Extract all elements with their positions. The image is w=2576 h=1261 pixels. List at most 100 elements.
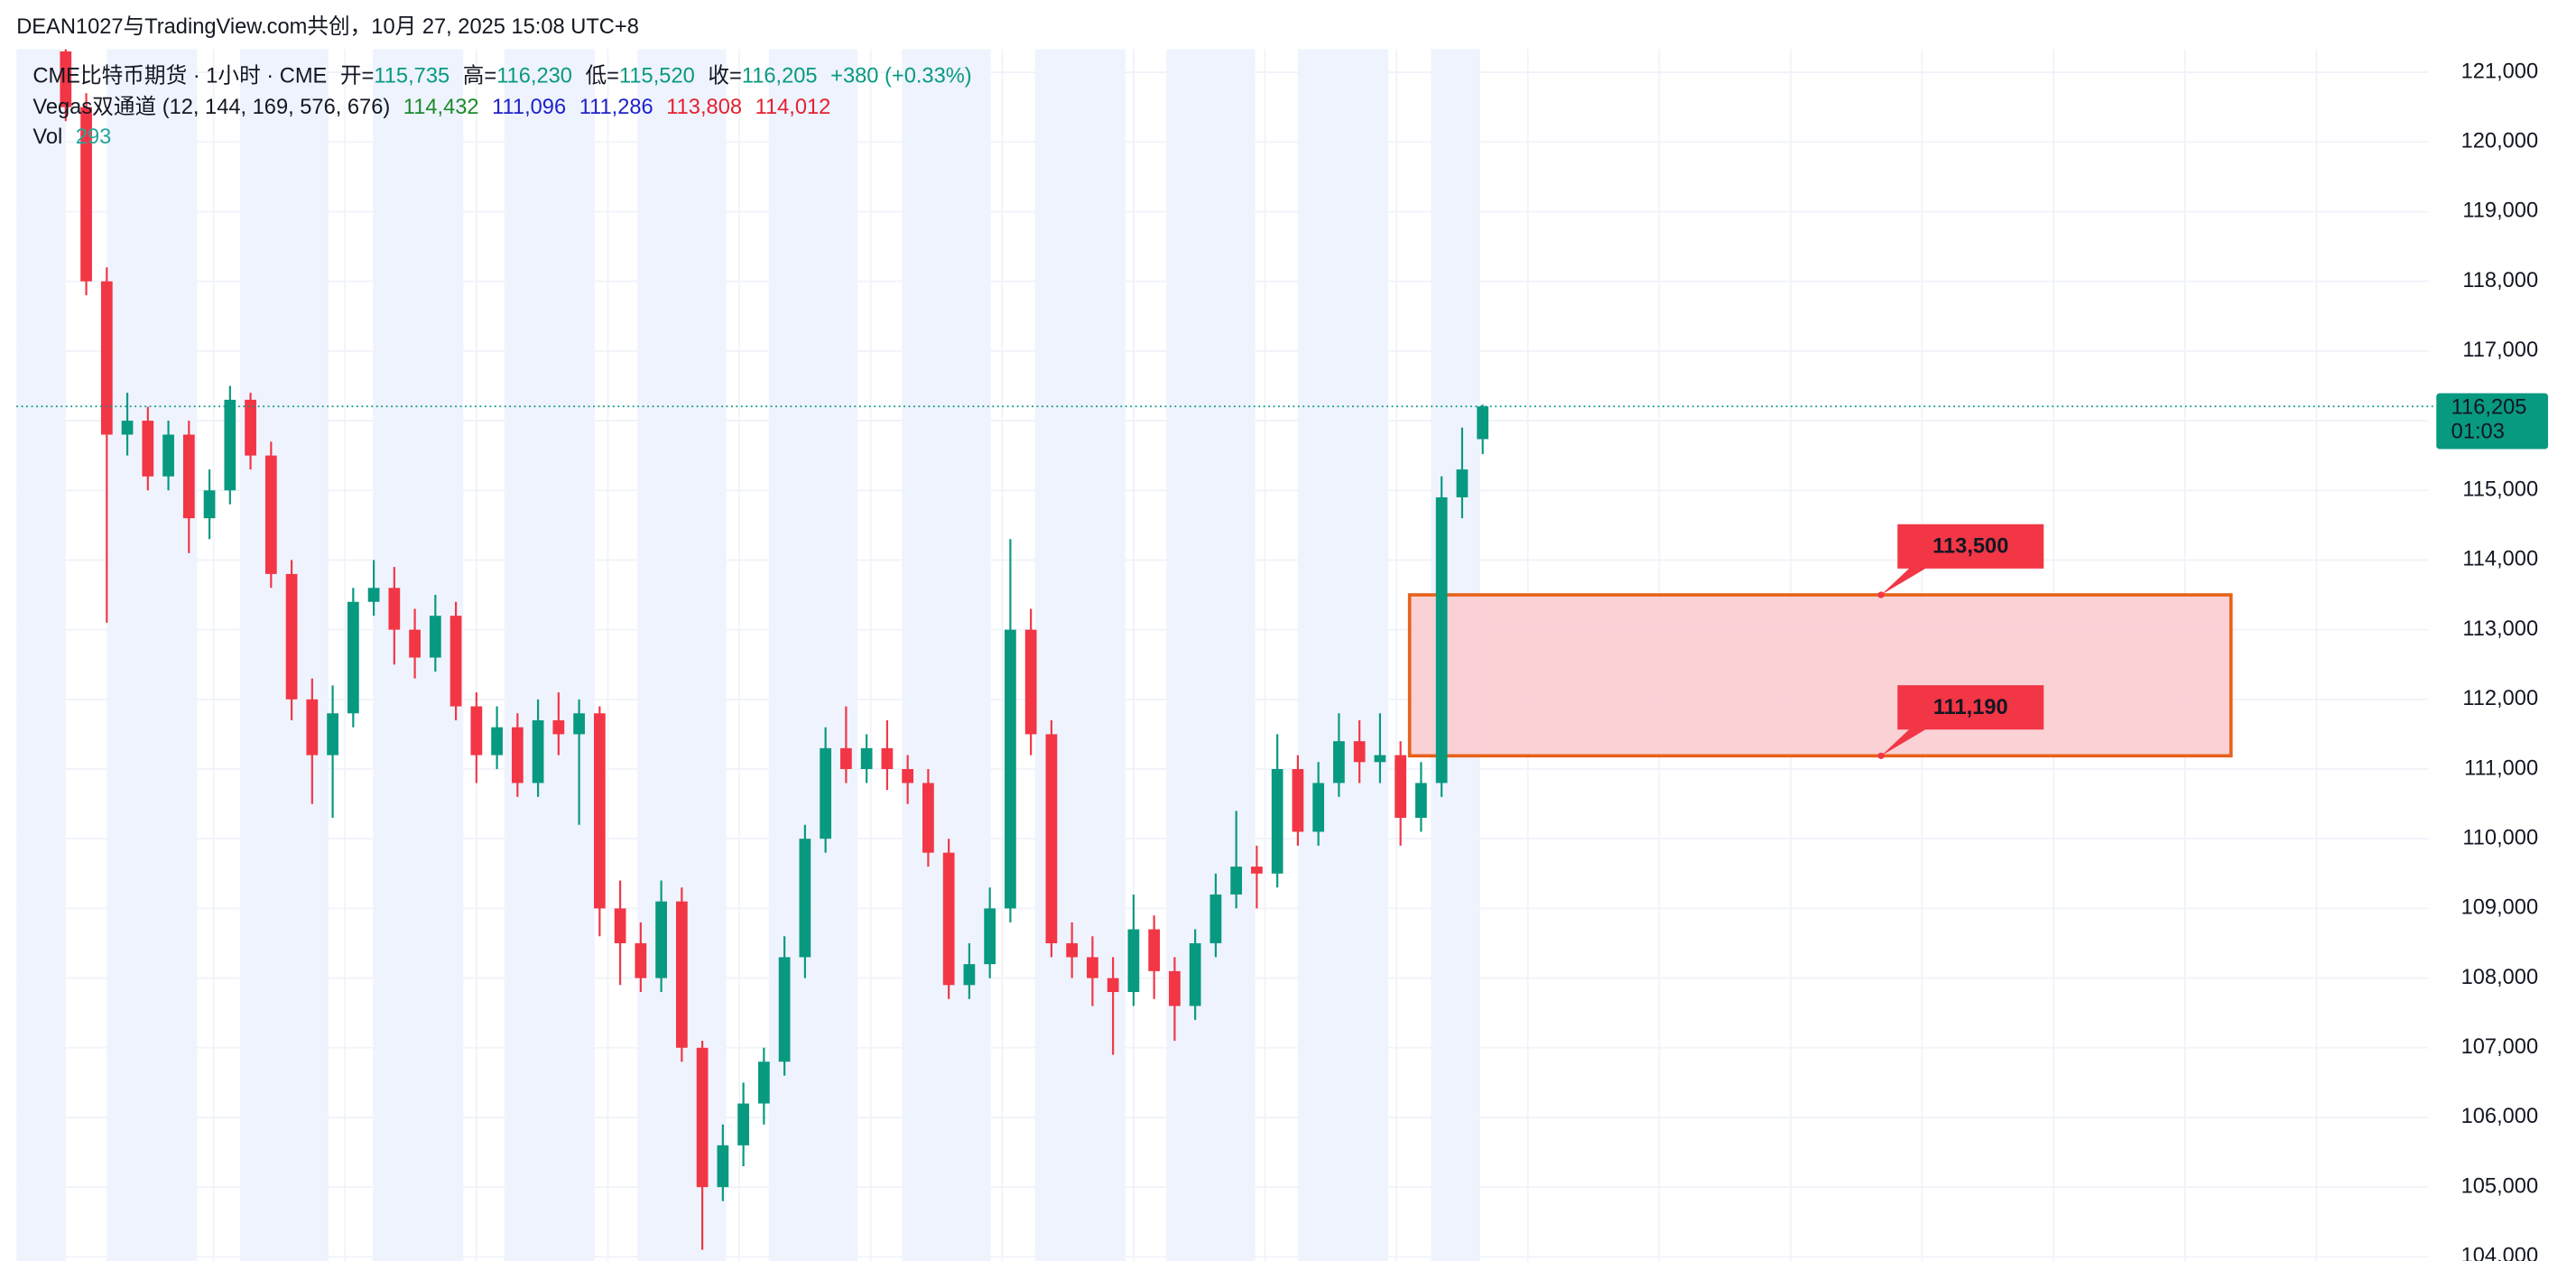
- zone-label: 113,500: [1932, 534, 2008, 558]
- indicator-line: Vol 293: [32, 125, 111, 149]
- field-value: 116,230: [496, 65, 572, 88]
- candle-body: [224, 399, 236, 491]
- candle-body: [80, 107, 92, 282]
- candle-body: [1333, 741, 1345, 783]
- candle-body: [1169, 970, 1181, 1006]
- candle-body: [1127, 929, 1140, 993]
- y-tick-label: 109,000: [2461, 896, 2539, 920]
- candle-body: [1189, 942, 1201, 1006]
- field-value: 116,205: [742, 65, 818, 88]
- candle-body: [449, 616, 462, 707]
- session-band: [768, 49, 858, 1261]
- field-name: 低=: [586, 64, 619, 88]
- y-tick-label: 117,000: [2462, 338, 2538, 362]
- session-band: [1166, 49, 1256, 1261]
- candle-body: [984, 908, 996, 965]
- candle-body: [737, 1103, 749, 1145]
- field-value: 115,735: [374, 65, 449, 88]
- indicator-value: 113,808: [666, 96, 742, 119]
- candle-body: [203, 490, 216, 519]
- indicator-value: 114,432: [403, 96, 479, 119]
- field-name: 高=: [463, 64, 496, 88]
- candle-body: [1087, 957, 1098, 978]
- candle-body: [614, 908, 626, 943]
- y-tick-label: 104,000: [2461, 1245, 2539, 1261]
- y-tick-label: 118,000: [2462, 269, 2538, 292]
- candle-body: [327, 713, 338, 756]
- price-tag-value: 116,205: [2451, 395, 2527, 419]
- candle-body: [1148, 929, 1161, 971]
- field-value: 115,520: [619, 65, 695, 88]
- field-name: 收=: [708, 64, 741, 88]
- candle-body: [470, 706, 483, 756]
- y-tick-label: 113,000: [2462, 617, 2538, 641]
- candle-body: [264, 455, 277, 574]
- candle-body: [347, 601, 359, 714]
- y-tick-label: 108,000: [2461, 966, 2539, 989]
- candle-body: [655, 901, 667, 978]
- candle-body: [1292, 769, 1304, 832]
- price-tag: [2436, 393, 2549, 450]
- candle-body: [942, 852, 955, 986]
- candle-body: [840, 747, 852, 770]
- candle-body: [799, 839, 811, 958]
- y-tick-label: 119,000: [2462, 199, 2538, 223]
- indicator-value: 293: [76, 125, 111, 149]
- y-tick-label: 120,000: [2461, 130, 2539, 153]
- y-tick-label: 121,000: [2461, 60, 2539, 83]
- zone-tag: [1881, 524, 2044, 596]
- y-tick-label: 105,000: [2461, 1174, 2539, 1198]
- session-bands: [16, 49, 1480, 1261]
- candle-body: [820, 747, 831, 839]
- candle-body: [881, 747, 894, 770]
- candle-body: [675, 901, 688, 1048]
- session-band: [16, 49, 66, 1261]
- session-band: [239, 49, 329, 1261]
- candle-body: [1251, 867, 1263, 874]
- grid: [16, 49, 2429, 1261]
- indicator-value: 111,096: [492, 96, 566, 119]
- candle-body: [142, 421, 154, 477]
- session-band: [1034, 49, 1126, 1261]
- candle-body: [491, 727, 503, 756]
- indicator-line: Vegas双通道 (12, 144, 169, 576, 676) 114,432…: [32, 95, 830, 119]
- candle-body: [593, 713, 606, 909]
- legend-line: CME比特币期货 · 1小时 · CME 开=115,735 高=116,230 低=…: [32, 64, 971, 88]
- candle-body: [1312, 783, 1325, 832]
- candle-body: [1209, 894, 1222, 943]
- candle-body: [902, 769, 914, 783]
- candle-body: [1353, 741, 1366, 763]
- candle-body: [922, 783, 934, 853]
- y-tick-label: 110,000: [2462, 826, 2538, 849]
- zone-tag: [1881, 685, 2044, 756]
- candle-body: [162, 434, 174, 477]
- candle-body: [60, 51, 72, 107]
- candle-body: [429, 616, 441, 658]
- y-tick-label: 107,000: [2461, 1035, 2539, 1059]
- candle-body: [778, 957, 791, 1062]
- candle-body: [1435, 496, 1448, 783]
- change: +380 (+0.33%): [830, 65, 972, 88]
- y-tick-label: 111,000: [2464, 756, 2538, 780]
- candle-body: [182, 434, 195, 519]
- session-band: [637, 49, 727, 1261]
- candle-body: [717, 1145, 729, 1188]
- candle-body: [758, 1062, 770, 1104]
- price-tag-countdown: 01:03: [2451, 421, 2505, 444]
- candle-body: [696, 1047, 709, 1188]
- candle-body: [1005, 629, 1016, 909]
- candle-body: [245, 399, 256, 456]
- candle-body: [1395, 755, 1407, 819]
- y-tick-label: 114,000: [2462, 548, 2538, 571]
- session-band: [902, 49, 991, 1261]
- candle-body: [1456, 469, 1469, 497]
- session-band: [504, 49, 595, 1261]
- zone-label: 111,190: [1933, 696, 2008, 719]
- candle-body: [860, 747, 873, 770]
- indicator-value: 111,286: [579, 96, 653, 119]
- candle-body: [1271, 769, 1283, 874]
- session-band: [1297, 49, 1389, 1261]
- candle-body: [367, 588, 380, 602]
